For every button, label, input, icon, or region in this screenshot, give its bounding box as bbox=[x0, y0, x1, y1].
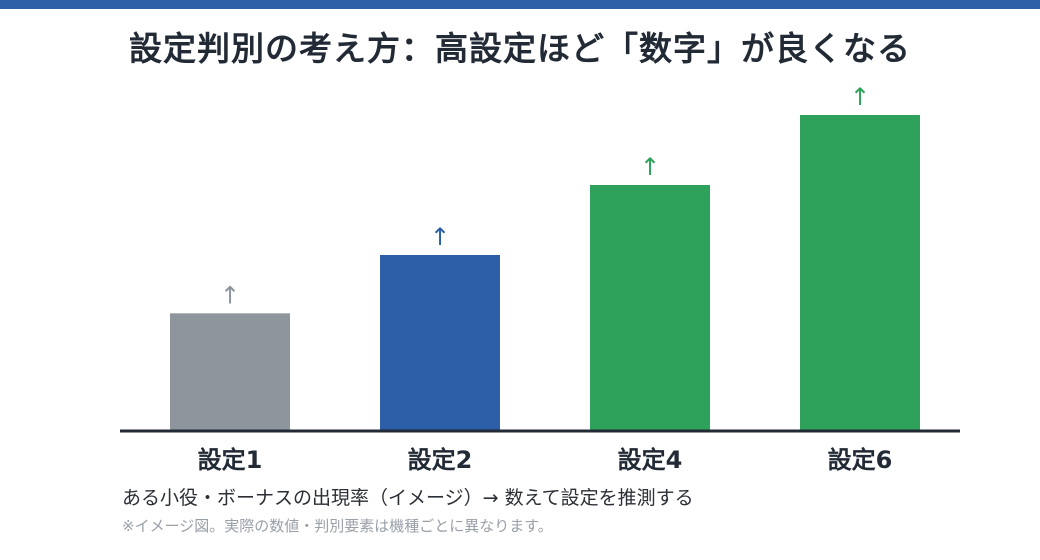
up-arrow-1: ↑ bbox=[220, 281, 240, 309]
x-tick-label-3: 設定4 bbox=[618, 446, 683, 474]
up-arrow-4: ↑ bbox=[850, 83, 870, 111]
bar-chart: ↑ 設定1 ↑ 設定2 ↑ 設定4 ↑ 設定6 bbox=[120, 83, 960, 474]
bar-3 bbox=[590, 185, 710, 430]
bar-2 bbox=[380, 255, 500, 430]
chart-caption: ある小役・ボーナスの出現率（イメージ）→ 数えて設定を推測する bbox=[122, 487, 694, 509]
up-arrow-2: ↑ bbox=[430, 223, 450, 251]
x-tick-label-2: 設定2 bbox=[408, 446, 473, 474]
chart-title: 設定判別の考え方：高設定ほど「数字」が良くなる bbox=[129, 29, 911, 68]
bar-1 bbox=[170, 313, 290, 430]
x-tick-label-4: 設定6 bbox=[828, 446, 893, 474]
top-accent-bar bbox=[0, 0, 1040, 9]
up-arrow-3: ↑ bbox=[640, 153, 660, 181]
bar-4 bbox=[800, 115, 920, 430]
chart-note: ※イメージ図。実際の数値・判別要素は機種ごとに異なります。 bbox=[122, 517, 553, 535]
x-tick-label-1: 設定1 bbox=[198, 446, 263, 474]
